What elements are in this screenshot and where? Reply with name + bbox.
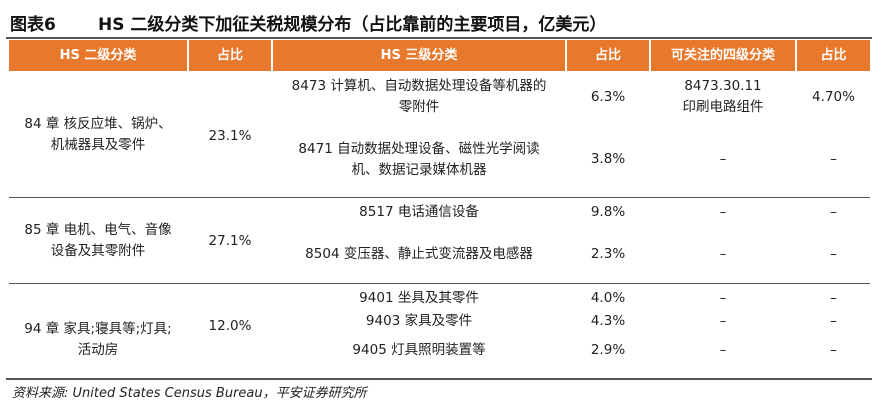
hs3-label: 9401 坐具及其零件	[359, 290, 479, 306]
hs3-label: 8504 变压器、静止式变流器及电感器	[305, 246, 533, 262]
hs4-label: –	[719, 290, 727, 306]
hs3-line: 机、数据记录媒体机器	[351, 162, 487, 178]
hs4-share: –	[830, 151, 837, 167]
hs3-share: 3.8%	[590, 151, 626, 167]
bottom-rule	[6, 378, 872, 380]
hs3-label: 9405 灯具照明装置等	[352, 342, 486, 358]
hs3-share: 4.3%	[590, 313, 626, 329]
hs4-label: –	[719, 246, 727, 262]
hs3-line: 8473 计算机、自动数据处理设备等机器的	[291, 78, 547, 94]
hs3-share: 2.3%	[590, 246, 626, 262]
hs4-label: –	[719, 204, 727, 220]
hs3-label: 8517 电话通信设备	[359, 204, 479, 220]
hs4-line: 印刷电路组件	[682, 99, 764, 115]
header-divider	[795, 40, 797, 71]
hs4-label: –	[719, 313, 727, 329]
hs4-share: –	[830, 290, 837, 306]
figure-title: HS 二级分类下加征关税规模分布（占比靠前的主要项目，亿美元）	[98, 15, 607, 35]
hs4-line: 8473.30.11	[684, 78, 762, 94]
col-header-share-l2: 占比	[216, 48, 243, 63]
hs2-line: 94 章 家具;寝具等;灯具;	[24, 321, 172, 337]
hs3-share: 6.3%	[590, 89, 626, 105]
header-divider	[187, 40, 189, 71]
hs2-line: 85 章 电机、电气、音像	[24, 222, 172, 238]
hs4-share: –	[830, 342, 837, 358]
hs2-line: 机械器具及零件	[50, 137, 146, 153]
hs2-share: 12.0%	[208, 318, 252, 334]
header-divider	[565, 40, 567, 71]
source-note: 资料来源: United States Census Bureau，平安证券研究…	[12, 386, 367, 401]
table-header-row: HS 二级分类 占比 HS 三级分类 占比 可关注的四级分类 占比	[9, 40, 870, 71]
hs3-share: 4.0%	[590, 290, 626, 306]
hs4-share: –	[830, 246, 837, 262]
hs3-line: 零附件	[398, 99, 440, 115]
hs4-label: –	[719, 151, 727, 167]
hs2-label: 85 章 电机、电气、音像 设备及其零附件	[9, 220, 187, 262]
top-rule	[6, 37, 872, 39]
col-header-hs3: HS 三级分类	[380, 48, 458, 63]
figure-label: 图表6	[10, 15, 56, 35]
hs3-line: 8471 自动数据处理设备、磁性光学阅读	[298, 141, 540, 157]
hs3-label: 9403 家具及零件	[365, 313, 473, 329]
hs4-label: 8473.30.11 印刷电路组件	[651, 76, 795, 118]
hs2-line: 设备及其零附件	[50, 243, 146, 259]
group-divider	[9, 283, 870, 284]
col-header-share-l3: 占比	[594, 48, 621, 63]
group-divider	[9, 197, 870, 198]
hs2-line: 活动房	[77, 342, 119, 358]
hs2-line: 84 章 核反应堆、锅炉、	[24, 116, 172, 132]
header-divider	[649, 40, 651, 71]
header-divider	[271, 40, 273, 71]
figure-title-bar: 图表6 HS 二级分类下加征关税规模分布（占比靠前的主要项目，亿美元）	[6, 4, 872, 35]
hs4-share: 4.70%	[812, 89, 855, 105]
hs3-label: 8473 计算机、自动数据处理设备等机器的 零附件	[273, 76, 565, 118]
hs4-share: –	[830, 204, 837, 220]
col-header-hs4: 可关注的四级分类	[670, 48, 775, 63]
hs2-label: 84 章 核反应堆、锅炉、 机械器具及零件	[9, 114, 187, 156]
hs2-share: 27.1%	[208, 233, 252, 249]
hs4-label: –	[719, 342, 727, 358]
hs2-share: 23.1%	[208, 128, 252, 144]
col-header-share-l4: 占比	[820, 48, 847, 63]
hs3-label: 8471 自动数据处理设备、磁性光学阅读 机、数据记录媒体机器	[273, 139, 565, 181]
col-header-hs2: HS 二级分类	[59, 48, 137, 63]
hs3-share: 9.8%	[590, 204, 626, 220]
hs4-share: –	[830, 313, 837, 329]
hs3-share: 2.9%	[590, 342, 626, 358]
hs2-label: 94 章 家具;寝具等;灯具; 活动房	[9, 319, 187, 361]
